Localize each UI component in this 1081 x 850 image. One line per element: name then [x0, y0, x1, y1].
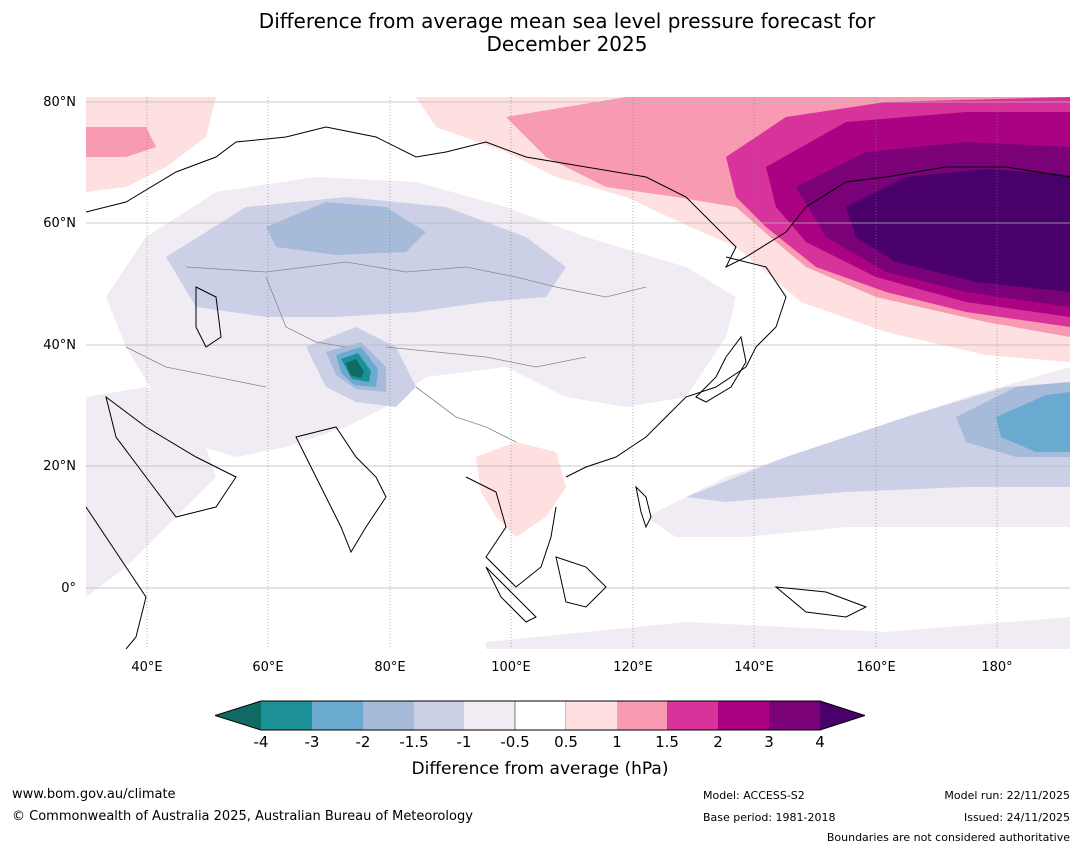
colorbar-outline — [215, 700, 865, 731]
title-line-1: Difference from average mean sea level p… — [258, 9, 876, 33]
lon-label: 60°E — [252, 660, 284, 675]
colorbar-segment — [414, 701, 464, 730]
colorbar-segment — [617, 701, 667, 730]
colorbar-segment — [718, 701, 769, 730]
colorbar-tick: 2 — [713, 733, 723, 751]
colorbar-segment — [566, 701, 617, 730]
boundary-disclaimer: Boundaries are not considered authoritat… — [826, 831, 1070, 844]
colorbar-segment — [514, 700, 567, 731]
lon-label: 100°E — [491, 660, 531, 675]
colorbar-tick: 1.5 — [655, 733, 679, 751]
colorbar-segment — [261, 701, 312, 730]
map-gridlines — [86, 101, 1070, 589]
colorbar-segment — [464, 701, 515, 730]
colorbar-tick: -4 — [253, 733, 269, 751]
chart-title: Difference from average mean sea level p… — [0, 10, 1081, 56]
colorbar-segment — [312, 701, 363, 730]
colorbar-tick: -1 — [456, 733, 472, 751]
colorbar-tick: -1.5 — [399, 733, 429, 751]
colorbar-segment — [363, 701, 414, 730]
colorbar-low-extend — [215, 701, 261, 730]
lon-label: 140°E — [734, 660, 774, 675]
lat-label: 80°N — [43, 95, 76, 110]
issued-date: Issued: 24/11/2025 — [963, 811, 1070, 824]
colorbar-tick: -0.5 — [500, 733, 530, 751]
model-run-date: Model run: 22/11/2025 — [944, 789, 1070, 802]
lon-label: 160°E — [856, 660, 896, 675]
positive-anomaly-region — [86, 97, 1070, 537]
lat-label: 20°N — [43, 459, 76, 474]
lon-label: 120°E — [613, 660, 653, 675]
colorbar-segment — [667, 701, 718, 730]
coastlines — [86, 126, 1070, 649]
website-link[interactable]: www.bom.gov.au/climate — [12, 787, 176, 802]
lat-label: 0° — [61, 581, 76, 596]
lon-label: 40°E — [131, 660, 163, 675]
negative-anomaly-region — [86, 177, 1070, 649]
colorbar-label: Difference from average (hPa) — [411, 759, 669, 779]
lon-label: 180° — [981, 660, 1013, 675]
model-name: Model: ACCESS-S2 — [703, 789, 805, 802]
map-canvas — [86, 97, 1070, 649]
colorbar-tick: 1 — [612, 733, 622, 751]
colorbar-tick: 0.5 — [554, 733, 578, 751]
colorbar-tick: 4 — [815, 733, 825, 751]
colorbar-segment — [769, 701, 820, 730]
colorbar-tick: -3 — [304, 733, 320, 751]
colorbar-tick: -2 — [355, 733, 371, 751]
lat-label: 40°N — [43, 338, 76, 353]
colorbar-high-extend — [820, 701, 865, 730]
lat-label: 60°N — [43, 216, 76, 231]
country-boundaries — [125, 261, 647, 443]
copyright-text: © Commonwealth of Australia 2025, Austra… — [12, 809, 473, 824]
colorbar — [215, 700, 865, 731]
base-period: Base period: 1981-2018 — [703, 811, 836, 824]
title-line-2: December 2025 — [486, 32, 648, 56]
map-meridians — [146, 97, 998, 649]
pressure-anomaly-map — [86, 97, 1070, 649]
lon-label: 80°E — [374, 660, 406, 675]
colorbar-tick: 3 — [764, 733, 774, 751]
